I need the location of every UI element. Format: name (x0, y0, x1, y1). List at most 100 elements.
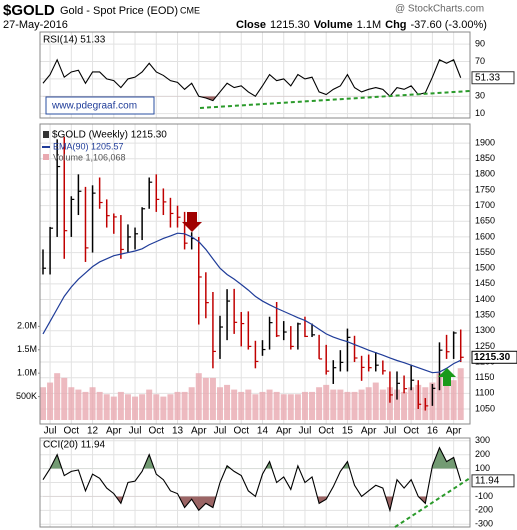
volume-bar (217, 387, 223, 420)
x-tick-label: Jul (129, 426, 142, 437)
x-tick-label: Jul (44, 426, 57, 437)
y-tick-label: 1550 (475, 247, 495, 257)
volume-bar (287, 394, 294, 420)
y-tick-label: -100 (475, 491, 493, 501)
stat-label: Chg (385, 19, 406, 31)
volume-bar (160, 396, 167, 420)
value-box (471, 474, 515, 488)
y-tick-label: 1450 (475, 278, 495, 288)
volume-bar (372, 382, 379, 420)
volume-bar (252, 394, 259, 420)
x-tick-label: 12 (87, 426, 99, 437)
y-tick-label: 1350 (475, 310, 495, 320)
x-tick-label: 13 (172, 426, 184, 437)
volume-bar (231, 389, 238, 420)
volume-bar (245, 389, 252, 420)
volume-bar (181, 391, 188, 420)
y-tick-label: 200 (475, 449, 490, 459)
volume-bar (54, 373, 61, 420)
volume-bar (89, 387, 96, 420)
volume-bar (344, 391, 351, 420)
value-label: 11.94 (475, 475, 500, 486)
website: www.pdegraaf.com (51, 101, 137, 112)
volume-bar (47, 382, 54, 420)
volume-bar (386, 387, 393, 420)
x-tick-label: 16 (427, 426, 439, 437)
volume-bar (330, 389, 337, 420)
x-tick-label: Oct (64, 426, 80, 437)
close-box (471, 350, 517, 364)
value-box (471, 71, 515, 85)
volume-bar (351, 391, 358, 420)
y-tick-label: 1750 (475, 184, 495, 194)
foreground-layer: Jul Oct 12 Apr Jul Oct 13 Apr Jul Oct 14 Apr Jul Oct 1… (16, 39, 517, 529)
volume-bar (124, 394, 131, 420)
x-tick-label: Jul (384, 426, 397, 437)
y-tick-label: 100 (475, 463, 490, 473)
volume-bar (153, 394, 160, 420)
x-tick-label: 15 (342, 426, 354, 437)
volume-bar (82, 391, 89, 420)
y-tick-label: 1900 (475, 137, 495, 147)
y2-tick-label: 1.5M (17, 344, 37, 354)
x-tick-label: Apr (191, 426, 207, 437)
volume-bar (443, 377, 450, 420)
legend-volume-icon (43, 154, 49, 160)
indicator-fill (115, 496, 427, 511)
volume-bar (365, 387, 372, 420)
y-tick-label: -300 (475, 519, 493, 529)
x-tick-label: Oct (318, 426, 334, 437)
y-tick-label: 1250 (475, 341, 495, 351)
x-tick-label: Apr (361, 426, 377, 437)
symbol: $GOLD (3, 2, 55, 19)
rsi-title: RSI(14) 51.33 (43, 35, 106, 46)
y-tick-label: 10 (475, 108, 485, 118)
x-tick-label: Oct (148, 426, 164, 437)
volume-bar (75, 389, 82, 420)
x-tick-label: Jul (299, 426, 312, 437)
volume-bar (188, 387, 195, 420)
rsi-frame (39, 31, 471, 119)
volume-bar (259, 391, 266, 420)
background-layer (40, 32, 470, 527)
volume-bar (273, 391, 280, 420)
stat-label: Volume (314, 19, 353, 31)
exchange: CME (180, 5, 200, 15)
volume-bar (457, 368, 464, 420)
volume-bar (96, 391, 103, 420)
indicator-line (42, 58, 462, 102)
ema-legend: EMA(90) 1205.57 (53, 141, 124, 151)
legend-price-icon (43, 131, 49, 138)
quote-stats: Close 1215.30 Volume 1.1M Chg -37.60 (-3.00%) (236, 19, 487, 31)
source: @ StockCharts.com (395, 4, 484, 15)
close-label: 1215.30 (474, 352, 511, 363)
y-tick-label: 1400 (475, 294, 495, 304)
buy-arrow (438, 368, 456, 386)
volume-bar (103, 394, 110, 420)
price-frame (39, 123, 471, 425)
sell-arrow (182, 212, 202, 232)
y-tick-label: 1100 (475, 388, 494, 398)
volume-bar (110, 396, 117, 420)
rsi-trendline (199, 90, 471, 109)
x-tick-label: Apr (446, 426, 462, 437)
cci-frame (39, 437, 471, 528)
y-tick-label: -200 (475, 505, 493, 515)
y-tick-label: 1300 (475, 325, 495, 335)
volume-bar (209, 377, 216, 420)
volume-bar (436, 373, 443, 420)
y2-tick-label: 2.0M (17, 321, 37, 331)
y-tick-label: 300 (475, 435, 490, 445)
stat-value: 1.1M (357, 19, 381, 31)
volume-bar (358, 389, 365, 420)
cci-trendline (394, 477, 471, 528)
volume-bar (61, 377, 68, 420)
indicator-fill (50, 447, 458, 469)
y-tick-label: 1500 (475, 263, 495, 273)
volume-bar (132, 396, 139, 420)
y-tick-label: 1850 (475, 153, 495, 163)
y2-tick-label: 500K (16, 391, 37, 401)
volume-bar (450, 380, 457, 420)
volume-bar (316, 387, 323, 420)
y-tick-label: 1600 (475, 231, 495, 241)
